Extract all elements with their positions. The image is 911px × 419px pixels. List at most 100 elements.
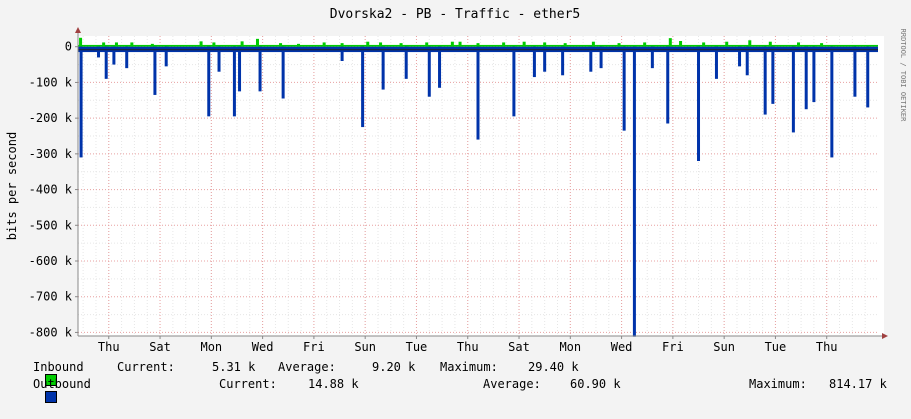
inbound-spike	[725, 41, 729, 47]
outbound-current-label: Current:	[219, 377, 277, 391]
inbound-spike	[425, 42, 429, 47]
chart-title: Dvorska2 - PB - Traffic - ether5	[330, 7, 580, 22]
outbound-spike	[763, 46, 767, 115]
inbound-spike	[114, 42, 118, 47]
inbound-spike	[240, 41, 244, 47]
outbound-spike	[697, 46, 701, 161]
inbound-spike	[279, 43, 283, 47]
inbound-spike	[820, 43, 824, 47]
outbound-spike	[561, 46, 565, 76]
x-tick-label: Thu	[98, 340, 120, 354]
outbound-maximum-label: Maximum:	[749, 377, 807, 391]
x-tick-label: Sun	[713, 340, 735, 354]
outbound-spike	[79, 46, 83, 158]
inbound-spike	[768, 41, 772, 47]
traffic-chart: 0 -100 k -200 k -300 k -400 k -500 k -600 k -70…	[5, 7, 907, 354]
x-tick-label: Fri	[662, 340, 684, 354]
outbound-spike	[438, 46, 442, 88]
x-tick-label: Wed	[611, 340, 633, 354]
outbound-swatch	[44, 391, 57, 403]
inbound-spike	[297, 43, 301, 47]
x-tick-label: Sat	[508, 340, 530, 354]
inbound-spike	[102, 42, 106, 47]
x-tick-label: Thu	[816, 340, 838, 354]
inbound-spike	[212, 42, 216, 47]
inbound-spike	[130, 42, 134, 47]
inbound-spike	[679, 41, 683, 47]
y-tick-label: -600 k	[29, 254, 73, 268]
axes: 0 -100 k -200 k -300 k -400 k -500 k -600 k -70…	[29, 27, 888, 354]
outbound-current-value: 14.88 k	[308, 377, 359, 391]
inbound-current-value: 5.31 k	[212, 360, 256, 374]
outbound-label: Outbound	[33, 377, 91, 391]
outbound-spike	[866, 46, 870, 108]
outbound-spike	[543, 46, 547, 72]
outbound-spike	[650, 46, 654, 69]
inbound-spike	[797, 42, 801, 47]
x-tick-label: Wed	[252, 340, 274, 354]
legend-inbound-row	[16, 360, 62, 402]
outbound-spike	[404, 46, 408, 79]
x-tick-label: Mon	[200, 340, 222, 354]
outbound-spike	[427, 46, 431, 97]
outbound-spike	[153, 46, 157, 95]
outbound-spike	[476, 46, 480, 140]
inbound-swatch	[44, 374, 57, 386]
outbound-spike	[125, 46, 129, 69]
inbound-spike	[563, 43, 567, 47]
inbound-spike	[379, 42, 383, 47]
outbound-spike	[232, 46, 236, 117]
outbound-spike	[738, 46, 742, 67]
traffic-graph-window: 0 -100 k -200 k -300 k -400 k -500 k -600 k -70…	[5, 7, 907, 403]
outbound-spike	[622, 46, 626, 131]
outbound-spike	[164, 46, 168, 67]
outbound-spike	[361, 46, 365, 128]
outbound-spike	[714, 46, 718, 79]
y-tick-label: -400 k	[29, 183, 73, 197]
x-tick-label: Fri	[303, 340, 325, 354]
inbound-spike	[502, 42, 506, 47]
outbound-average-value: 60.90 k	[570, 377, 621, 391]
outbound-spike	[532, 46, 536, 78]
outbound-spike	[853, 46, 857, 97]
x-tick-label: Sat	[149, 340, 171, 354]
inbound-spike	[366, 41, 370, 47]
outbound-spike	[207, 46, 211, 117]
outbound-spike	[238, 46, 242, 92]
x-tick-label: Sun	[354, 340, 376, 354]
inbound-maximum-value: 29.40 k	[528, 360, 579, 374]
inbound-spike	[199, 41, 203, 47]
outbound-spike	[112, 46, 116, 65]
inbound-spike	[79, 37, 83, 47]
outbound-spike	[340, 46, 344, 61]
inbound-spike	[748, 40, 752, 47]
inbound-average-value: 9.20 k	[372, 360, 416, 374]
y-tick-label: 0	[65, 40, 72, 54]
y-axis-label: bits per second	[5, 132, 19, 240]
inbound-spike	[150, 43, 154, 47]
y-tick-label: -200 k	[29, 111, 73, 125]
outbound-spike	[104, 46, 108, 79]
inbound-spike	[617, 43, 621, 47]
outbound-spike	[812, 46, 816, 103]
y-tick-label: -800 k	[29, 325, 73, 339]
inbound-spike	[340, 43, 344, 47]
inbound-series-group	[78, 37, 878, 47]
inbound-spike	[543, 42, 547, 47]
inbound-spike	[322, 42, 326, 47]
outbound-spike	[217, 46, 221, 72]
outbound-spike	[804, 46, 808, 110]
inbound-average-label: Average:	[278, 360, 336, 374]
outbound-spike	[791, 46, 795, 133]
outbound-spike	[381, 46, 385, 90]
outbound-spike	[632, 46, 636, 337]
inbound-maximum-label: Maximum:	[440, 360, 498, 374]
outbound-spike	[771, 46, 775, 104]
x-tick-label: Tue	[406, 340, 428, 354]
inbound-spike	[450, 41, 454, 47]
outbound-spike	[745, 46, 749, 76]
inbound-spike	[591, 41, 595, 47]
x-axis-arrow	[882, 333, 888, 339]
inbound-spike	[668, 38, 672, 47]
inbound-spike	[255, 38, 259, 47]
